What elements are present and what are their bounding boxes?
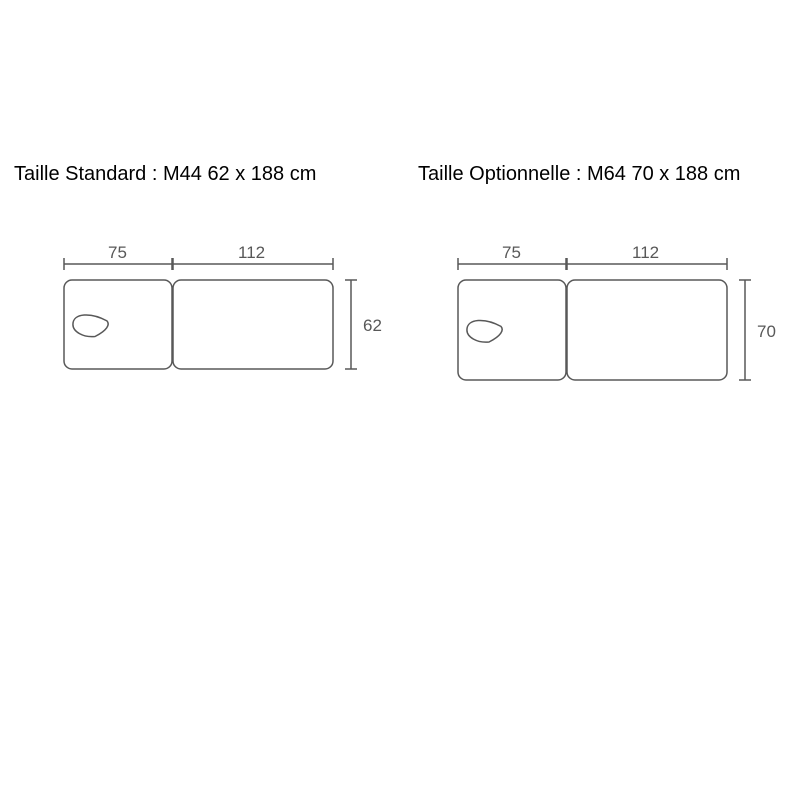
- title-optional: Taille Optionnelle : M64 70 x 188 cm: [418, 163, 740, 186]
- dim-label-height-standard: 62: [363, 316, 382, 336]
- dim-label-height-optional: 70: [757, 322, 776, 342]
- diagram-optional: 75 112 70: [452, 240, 796, 390]
- diagram-standard: 75 112 62: [58, 240, 402, 379]
- dim-label-seg2-standard: 112: [238, 243, 265, 263]
- title-standard: Taille Standard : M44 62 x 188 cm: [14, 163, 316, 186]
- dim-label-seg1-optional: 75: [502, 243, 521, 263]
- page: Taille Standard : M44 62 x 188 cm Taille…: [0, 0, 800, 800]
- dim-label-seg1-standard: 75: [108, 243, 127, 263]
- dim-label-seg2-optional: 112: [632, 243, 659, 263]
